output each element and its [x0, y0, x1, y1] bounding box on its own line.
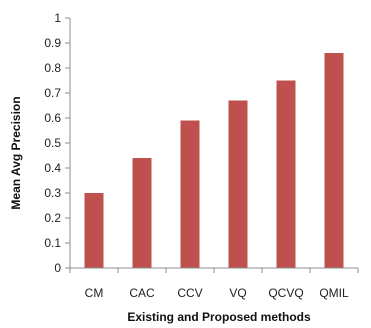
- y-tick-label: 0: [54, 261, 61, 275]
- bar-qcvq: [276, 80, 296, 268]
- x-axis-title: Existing and Proposed methods: [127, 310, 311, 324]
- y-tick-label: 0.6: [44, 111, 61, 125]
- x-tick-label: VQ: [229, 286, 246, 300]
- y-tick-label: 0.9: [44, 36, 61, 50]
- y-axis-title: Mean Avg Precision: [9, 96, 23, 209]
- y-tick-label: 0.2: [44, 211, 61, 225]
- x-tick-label: QCVQ: [268, 286, 303, 300]
- y-tick-label: 0.8: [44, 61, 61, 75]
- y-axis-ticks: 0 0.1 0.2 0.3 0.4 0.5 0.6 0.7 0.8 0.9 1: [44, 11, 70, 275]
- x-axis-ticks: CM CAC CCV VQ QCVQ QMIL: [69, 268, 359, 300]
- x-tick-label: CAC: [129, 286, 155, 300]
- y-tick-label: 0.4: [44, 161, 61, 175]
- bar-qmil: [324, 53, 344, 268]
- bar-vq: [228, 100, 248, 268]
- y-tick-label: 0.1: [44, 236, 61, 250]
- y-tick-label: 1: [54, 11, 61, 25]
- x-tick-label: QMIL: [319, 286, 349, 300]
- y-tick-label: 0.5: [44, 136, 61, 150]
- bars: [84, 53, 344, 268]
- bar-cm: [84, 193, 104, 268]
- bar-cac: [132, 158, 152, 268]
- y-tick-label: 0.3: [44, 186, 61, 200]
- y-tick-label: 0.7: [44, 86, 61, 100]
- bar-ccv: [180, 120, 200, 268]
- x-tick-label: CCV: [177, 286, 202, 300]
- x-tick-label: CM: [85, 286, 104, 300]
